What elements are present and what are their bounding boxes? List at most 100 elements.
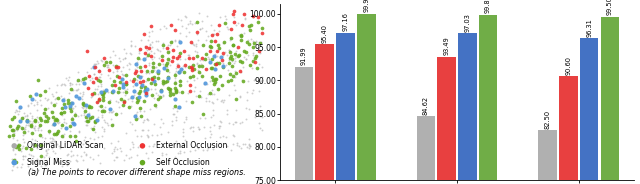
Point (37, 146, 47, 149)
Text: (a) The points to recover different shape miss regions.: (a) The points to recover different shap… (28, 168, 246, 177)
Point (33, 126, 43, 129)
Point (235, 69, 245, 72)
Point (179, 66, 189, 69)
Point (98, 99, 108, 102)
Point (8, 148, 19, 151)
Point (229, 59, 239, 62)
Point (24, 121, 34, 124)
Point (127, 100, 138, 103)
Point (174, 90, 184, 93)
Point (38, 112, 49, 114)
Point (26, 154, 36, 157)
Point (119, 159, 129, 162)
Point (173, 18, 184, 21)
Point (71, 159, 81, 162)
Point (49, 122, 59, 125)
Point (180, 63, 191, 66)
Point (84, 79, 95, 82)
Point (152, 133, 163, 136)
Point (140, 89, 150, 92)
Point (129, 89, 140, 92)
Point (136, 70, 146, 73)
Point (13, 144, 24, 147)
Point (136, 38, 147, 41)
Point (11, 160, 21, 163)
Point (58, 135, 68, 138)
Point (248, 52, 258, 54)
Point (28, 127, 38, 130)
Point (231, 121, 241, 123)
Point (204, 99, 214, 102)
Point (195, 27, 205, 30)
Point (163, 57, 173, 60)
Point (152, 47, 162, 50)
Point (189, 90, 199, 93)
Point (234, 59, 244, 62)
Point (115, 80, 125, 83)
Point (204, 57, 214, 60)
Point (59, 111, 69, 114)
Point (67, 116, 77, 119)
Point (161, 69, 172, 72)
Point (135, 81, 145, 84)
Point (148, 142, 159, 145)
Point (92, 101, 102, 104)
Point (199, 82, 209, 85)
Point (134, 92, 144, 95)
Point (236, 70, 246, 73)
Point (221, 136, 231, 139)
Point (150, 70, 161, 73)
Point (78, 80, 88, 83)
Point (158, 63, 168, 66)
Point (47, 93, 57, 96)
Point (124, 98, 134, 100)
Point (9, 159, 19, 162)
Point (239, 12, 249, 15)
Point (61, 153, 72, 156)
Point (220, 50, 230, 53)
Point (98, 96, 108, 99)
Point (8, 148, 19, 151)
Point (196, 20, 207, 23)
Point (58, 99, 68, 102)
Point (30, 129, 40, 132)
Point (89, 81, 99, 84)
Point (109, 150, 120, 153)
Point (35, 155, 45, 158)
Point (15, 106, 25, 109)
Point (18, 145, 28, 148)
Bar (417, 116, 435, 180)
Point (162, 47, 172, 50)
Point (51, 91, 61, 93)
Point (164, 57, 175, 60)
Point (175, 68, 186, 70)
Point (188, 63, 198, 66)
Point (9, 161, 19, 164)
Point (118, 66, 129, 68)
Point (32, 146, 42, 149)
Point (161, 152, 172, 155)
Point (17, 127, 28, 130)
Point (148, 51, 159, 54)
Point (179, 49, 189, 52)
Point (40, 97, 51, 100)
Point (207, 88, 217, 91)
Point (134, 66, 145, 69)
Point (27, 98, 37, 101)
Point (19, 112, 29, 115)
Point (70, 112, 81, 115)
Point (156, 54, 166, 57)
Point (128, 79, 138, 82)
Point (99, 128, 109, 131)
Point (72, 95, 82, 98)
Point (43, 107, 53, 110)
Point (40, 136, 50, 139)
Point (49, 139, 60, 142)
Point (89, 62, 99, 65)
Point (47, 137, 58, 140)
Point (42, 152, 52, 155)
Point (138, 144, 148, 147)
Point (125, 105, 136, 107)
Point (14, 148, 24, 151)
Point (107, 83, 117, 86)
